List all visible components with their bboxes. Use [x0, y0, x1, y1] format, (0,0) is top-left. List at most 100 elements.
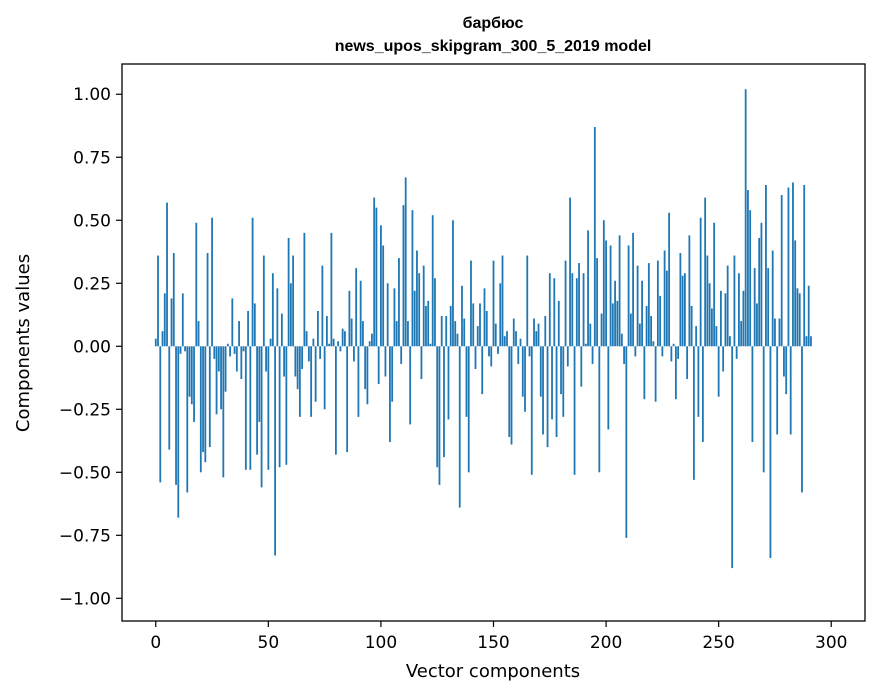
bar: [490, 346, 493, 367]
bar: [715, 326, 718, 347]
bar: [724, 293, 727, 347]
bar: [627, 245, 630, 347]
bar: [375, 207, 378, 347]
bar: [215, 346, 218, 415]
bar: [681, 275, 684, 347]
bar: [589, 323, 592, 347]
bar: [701, 346, 704, 443]
plot-frame: [121, 63, 866, 622]
bar: [456, 333, 459, 347]
x-tick-label: 100: [365, 633, 397, 653]
x-tick-label: 250: [702, 633, 734, 653]
bar: [211, 217, 213, 347]
bar: [280, 313, 283, 347]
bar: [260, 346, 263, 488]
bar: [650, 316, 653, 347]
bar: [454, 321, 457, 347]
bar: [274, 346, 276, 556]
bar: [483, 288, 486, 347]
bar: [670, 346, 673, 362]
bar: [787, 187, 790, 347]
bar: [384, 346, 387, 377]
bar: [238, 321, 240, 347]
bar: [244, 346, 247, 470]
bar: [501, 255, 504, 347]
bar: [665, 270, 668, 347]
bar: [170, 298, 173, 347]
bar: [697, 346, 700, 417]
bar: [470, 260, 472, 347]
bar: [544, 316, 547, 347]
bar: [645, 305, 648, 347]
bar: [571, 273, 574, 347]
bar: [708, 283, 711, 347]
bar: [166, 202, 168, 347]
bar: [271, 273, 274, 347]
y-tick-label: 0.50: [73, 211, 111, 231]
bar: [283, 346, 286, 377]
bar: [519, 338, 522, 347]
bar: [679, 253, 682, 347]
x-tick-label: 200: [590, 633, 622, 653]
bar: [762, 346, 765, 473]
bar: [411, 210, 414, 347]
bar: [157, 255, 159, 347]
bar: [602, 220, 605, 347]
bar: [652, 341, 655, 347]
bar: [362, 321, 364, 347]
x-axis-ticks: 0 50 100 150 200 250 300: [150, 621, 847, 653]
bar: [747, 190, 749, 347]
bar: [310, 346, 313, 417]
bar: [783, 346, 785, 377]
bar: [366, 346, 369, 405]
bar: [616, 300, 619, 347]
bar: [668, 212, 671, 347]
bar: [409, 346, 412, 425]
bar: [440, 316, 443, 347]
bar: [321, 265, 324, 347]
bar: [436, 346, 439, 468]
bar: [659, 295, 662, 347]
bar: [447, 346, 450, 420]
bar: [584, 343, 587, 347]
bar: [488, 346, 490, 357]
bar: [154, 338, 157, 347]
bar: [359, 280, 362, 347]
bar: [690, 305, 693, 347]
bar: [801, 346, 803, 493]
chart-title: барбюс: [463, 15, 524, 32]
bar: [364, 346, 367, 390]
bar: [620, 333, 623, 347]
y-tick-label: 0.00: [73, 337, 111, 357]
bar: [240, 346, 243, 380]
bar: [438, 346, 441, 485]
bar: [656, 260, 659, 347]
bar: [578, 263, 580, 347]
bar: [641, 280, 643, 347]
bar: [339, 346, 342, 352]
bar: [168, 346, 171, 450]
bar: [373, 197, 376, 347]
bar: [226, 343, 229, 347]
bar: [312, 338, 315, 347]
bar: [213, 346, 216, 359]
bar: [625, 346, 628, 538]
bar: [222, 346, 225, 478]
bar: [425, 305, 427, 347]
bar: [420, 346, 423, 380]
bar: [325, 316, 328, 347]
bar: [181, 293, 184, 347]
bar: [731, 346, 734, 569]
bar: [445, 316, 448, 347]
bar: [184, 346, 186, 352]
bar: [398, 258, 400, 347]
bar: [569, 197, 571, 347]
bar: [474, 346, 477, 369]
bar: [530, 346, 533, 475]
bar: [758, 237, 761, 347]
bar: [528, 346, 531, 357]
bar: [661, 346, 664, 357]
bar: [389, 346, 391, 443]
bar: [481, 346, 484, 395]
bar: [517, 346, 520, 364]
